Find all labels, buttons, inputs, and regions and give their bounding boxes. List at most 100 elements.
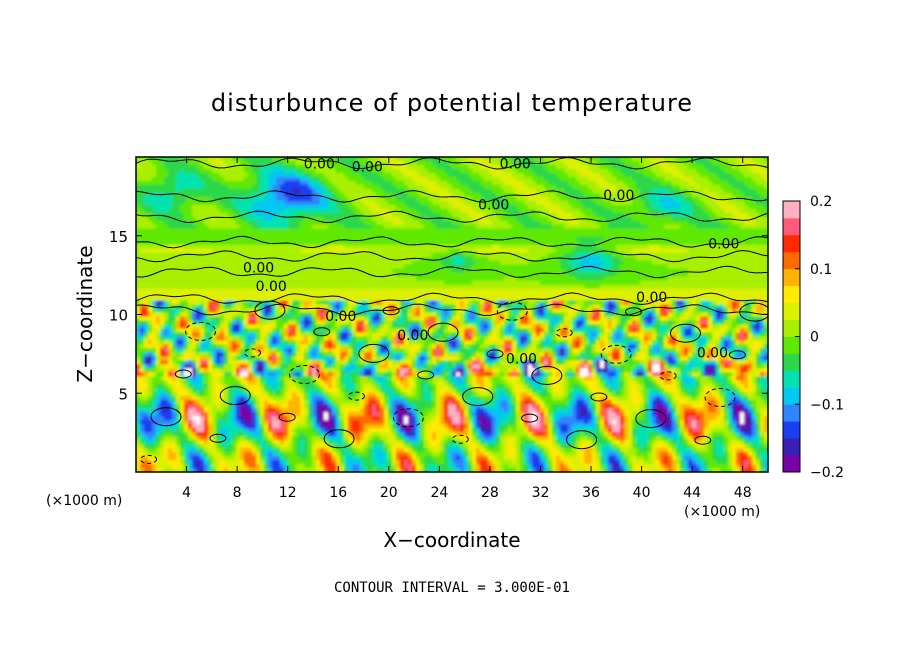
field-cell [496,244,501,250]
field-cell [296,204,301,210]
field-cell [172,220,177,226]
field-cell [264,236,269,242]
field-cell [292,180,297,186]
field-cell [288,192,293,198]
field-cell [200,216,205,222]
field-cell [272,248,277,254]
field-cell [408,220,413,226]
field-cell [380,280,385,286]
field-cell [444,260,449,266]
field-cell [532,180,537,186]
field-cell [200,200,205,206]
field-cell [752,204,757,210]
field-cell [420,164,425,170]
field-cell [176,196,181,202]
field-cell [444,248,449,254]
field-cell [596,260,601,266]
field-cell [248,256,253,262]
field-cell [376,268,381,274]
field-cell [648,200,653,206]
field-cell [628,240,633,246]
field-cell [172,200,177,206]
field-cell [608,220,613,226]
field-cell [576,192,581,198]
field-cell [420,196,425,202]
field-cell [356,172,361,178]
field-cell [572,220,577,226]
field-cell [572,240,577,246]
field-cell [508,164,513,170]
field-cell [512,272,517,278]
field-cell [636,272,641,278]
field-cell [488,268,493,274]
field-cell [692,240,697,246]
field-cell [448,172,453,178]
field-cell [148,208,153,214]
field-cell [140,180,145,186]
field-cell [148,228,153,234]
field-cell [408,176,413,182]
field-cell [444,196,449,202]
field-cell [432,204,437,210]
field-cell [740,164,745,170]
field-cell [516,252,521,258]
field-cell [300,168,305,174]
field-cell [724,224,729,230]
field-cell [248,188,253,194]
field-cell [256,276,261,282]
field-cell [752,180,757,186]
field-cell [144,196,149,202]
field-cell [172,168,177,174]
field-cell [552,232,557,238]
field-cell [584,236,589,242]
field-cell [328,276,333,282]
field-cell [144,184,149,190]
field-cell [288,168,293,174]
field-cell [732,224,737,230]
field-cell [328,157,333,162]
field-cell [664,196,669,202]
field-cell [248,196,253,202]
field-cell [344,184,349,190]
field-cell [184,176,189,182]
field-cell [436,204,441,210]
field-cell [732,228,737,234]
field-cell [292,272,297,278]
field-cell [336,192,341,198]
field-cell [140,200,145,206]
field-cell [216,248,221,254]
field-cell [400,276,405,282]
field-cell [468,260,473,266]
field-cell [500,264,505,270]
field-cell [140,272,145,278]
field-cell [652,200,657,206]
field-cell [556,256,561,262]
field-cell [392,280,397,286]
field-cell [536,188,541,194]
field-cell [592,204,597,210]
field-cell [640,268,645,274]
field-cell [700,228,705,234]
field-cell [680,224,685,230]
field-cell [724,244,729,250]
field-cell [636,236,641,242]
field-cell [136,216,141,222]
field-cell [188,220,193,226]
field-cell [496,228,501,234]
field-cell [712,256,717,262]
field-cell [156,220,161,226]
field-cell [752,176,757,182]
field-cell [464,256,469,262]
field-cell [300,220,305,226]
field-cell [392,196,397,202]
field-cell [444,236,449,242]
field-cell [416,212,421,218]
field-cell [396,160,401,166]
field-cell [584,168,589,174]
field-cell [400,208,405,214]
field-cell [436,200,441,206]
field-cell [628,184,633,190]
field-cell [484,192,489,198]
field-cell [164,216,169,222]
field-cell [424,220,429,226]
